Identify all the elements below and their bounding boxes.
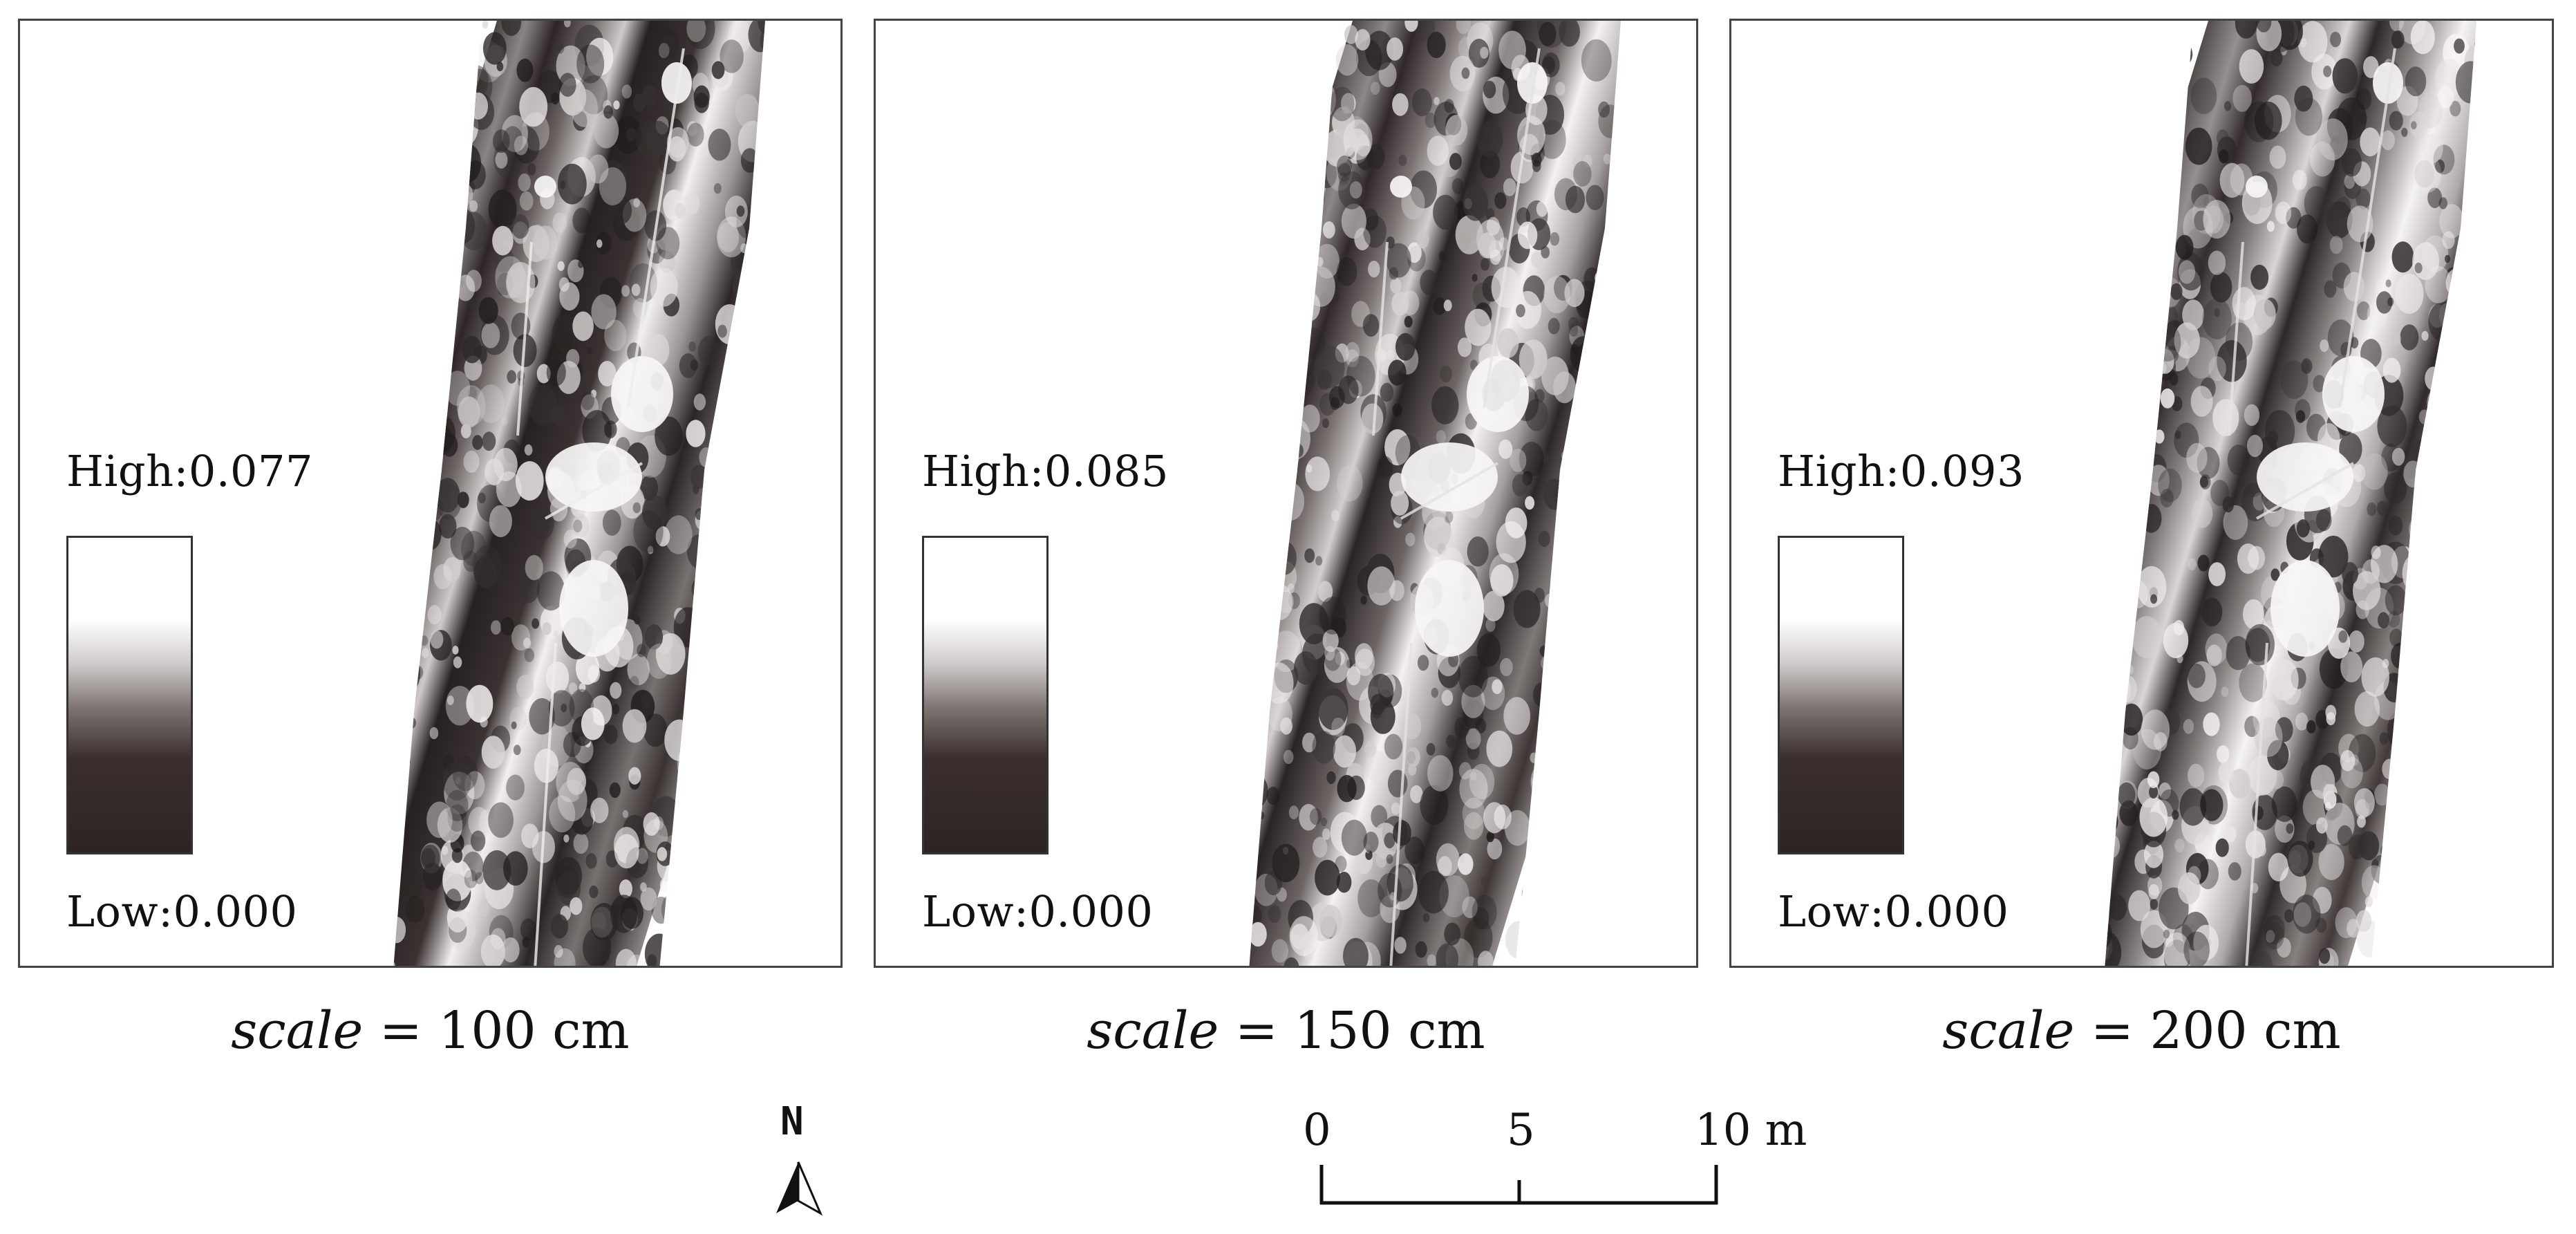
legend-color-ramp xyxy=(66,536,193,854)
raster-map xyxy=(393,21,765,966)
legend-color-ramp xyxy=(1778,536,1904,854)
legend-low-label: Low:0.000 xyxy=(66,886,298,937)
north-arrow-icon xyxy=(776,1161,823,1216)
scale-tick-label: 0 xyxy=(1303,1105,1331,1156)
raster-map xyxy=(1249,21,1621,966)
map-panel-2: High:0.085 Low:0.000 xyxy=(874,19,1698,968)
legend-high-label: High:0.093 xyxy=(1778,446,2024,496)
map-panel-3: High:0.093 Low:0.000 xyxy=(1729,19,2554,968)
caption-variable: scale xyxy=(1087,1001,1219,1060)
caption-value: = 100 cm xyxy=(379,1001,630,1060)
legend-high-label: High:0.077 xyxy=(66,446,313,496)
scale-tick-label: 5 xyxy=(1507,1105,1535,1156)
legend-low-label: Low:0.000 xyxy=(1778,886,2009,937)
caption-value: = 200 cm xyxy=(2090,1001,2341,1060)
map-panel-1: High:0.077 Low:0.000 xyxy=(18,19,843,968)
panel-caption-1: scale = 100 cm xyxy=(18,1001,843,1060)
panel-caption-2: scale = 150 cm xyxy=(874,1001,1698,1060)
legend-low-label: Low:0.000 xyxy=(922,886,1154,937)
scale-bar xyxy=(1319,1165,1718,1205)
panel-caption-3: scale = 200 cm xyxy=(1729,1001,2554,1060)
scale-tick-label: 10 m xyxy=(1695,1105,1807,1156)
caption-variable: scale xyxy=(231,1001,364,1060)
caption-variable: scale xyxy=(1942,1001,2075,1060)
north-arrow-label: N xyxy=(780,1099,804,1144)
legend-high-label: High:0.085 xyxy=(922,446,1169,496)
caption-value: = 150 cm xyxy=(1234,1001,1485,1060)
legend-color-ramp xyxy=(922,536,1049,854)
raster-map xyxy=(2105,21,2476,966)
